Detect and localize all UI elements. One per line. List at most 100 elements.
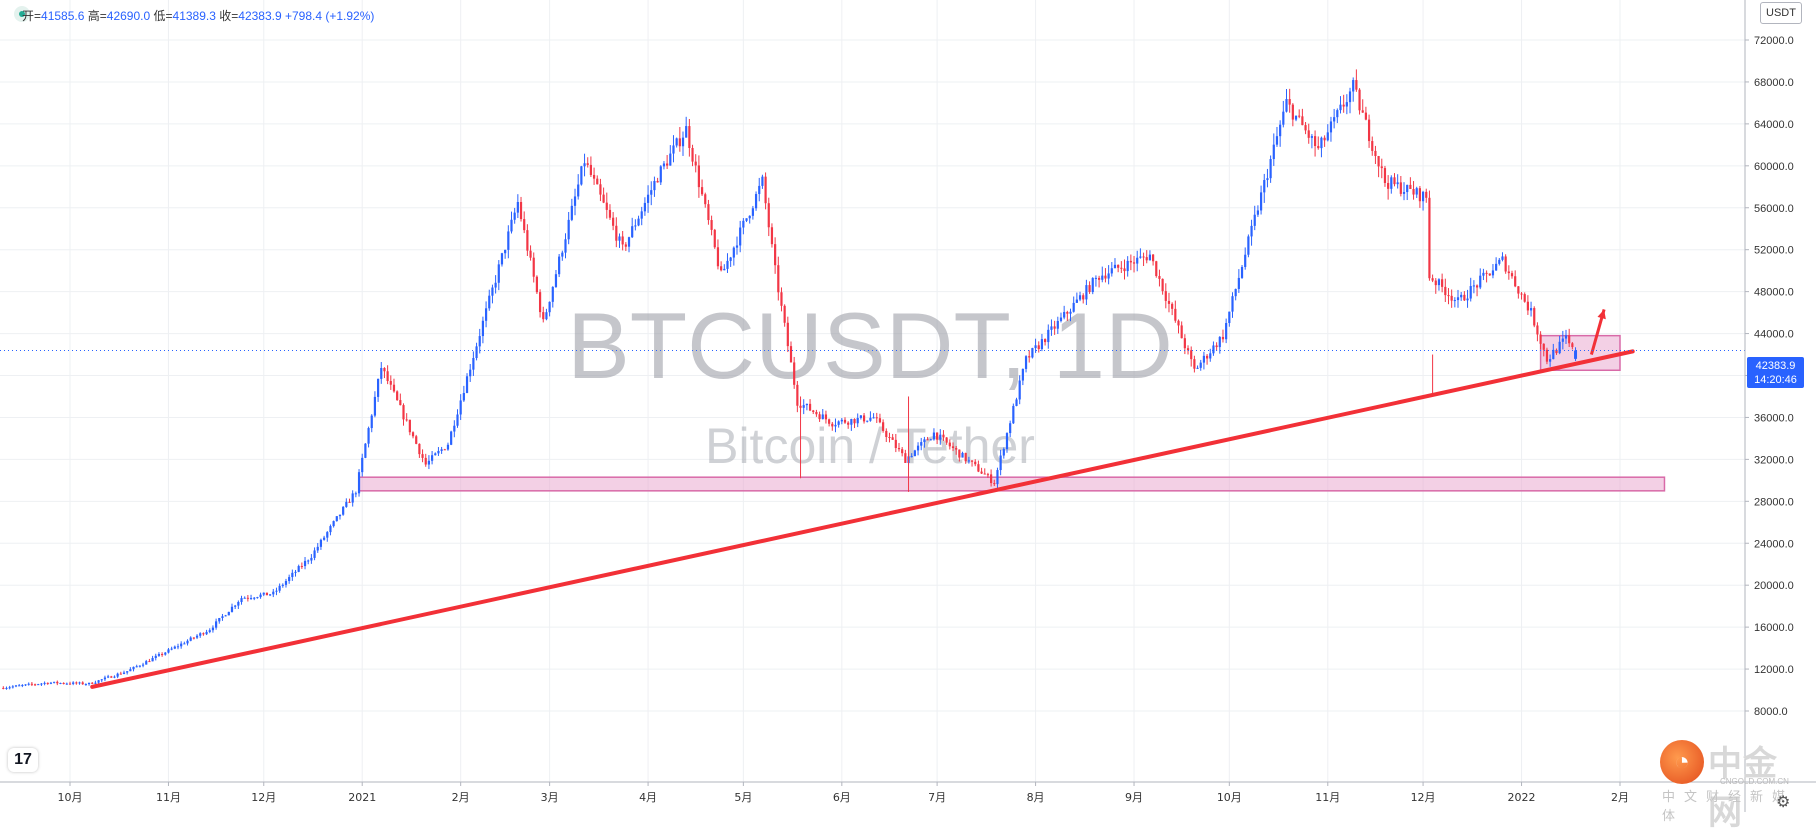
candle-body	[615, 225, 618, 241]
candle-body	[929, 439, 932, 441]
candle-body	[1552, 349, 1555, 360]
candle-body	[558, 256, 561, 275]
time-tick-label: 8月	[1027, 791, 1045, 804]
candle-body	[30, 683, 33, 685]
gear-icon[interactable]: ⚙	[1776, 794, 1791, 811]
candle-body	[1063, 311, 1066, 318]
candle-body	[1361, 110, 1364, 113]
candle-body	[815, 411, 818, 415]
candle-body	[916, 445, 920, 451]
candle-body	[94, 682, 97, 684]
candle-body	[1091, 278, 1094, 293]
candle-body	[866, 420, 869, 422]
price-tick-label: 12000.0	[1754, 664, 1794, 676]
price-tick-label: 56000.0	[1754, 203, 1794, 215]
candle-body	[1193, 359, 1196, 369]
candle-body	[1272, 144, 1275, 160]
candle-body	[758, 185, 761, 195]
candle-body	[869, 417, 872, 421]
candle-body	[1129, 260, 1132, 263]
candle-body	[942, 434, 945, 438]
candle-body	[122, 672, 126, 674]
candle-body	[1298, 115, 1301, 117]
price-tick-label: 72000.0	[1754, 35, 1794, 47]
candle-body	[75, 682, 78, 684]
candle-body	[132, 666, 135, 670]
candle-body	[275, 590, 278, 592]
change-value: +798.4 (+1.92%)	[285, 9, 375, 23]
candle-body	[303, 560, 307, 567]
candle-body	[767, 203, 770, 228]
candle-body	[932, 432, 936, 440]
candle-body	[1263, 180, 1266, 193]
candle-body	[726, 260, 729, 269]
candle-body	[1564, 335, 1568, 339]
candle-body	[1301, 116, 1304, 126]
currency-selector[interactable]: USDT	[1760, 2, 1802, 24]
candle-body	[462, 392, 465, 401]
candle-body	[1183, 338, 1186, 349]
tradingview-logo[interactable]: 17	[8, 748, 38, 772]
candle-body	[411, 432, 415, 437]
candle-body	[189, 637, 192, 641]
candle-body	[1371, 141, 1374, 151]
price-tick-label: 44000.0	[1754, 329, 1794, 341]
candle-body	[821, 414, 824, 420]
candle-body	[230, 606, 234, 612]
price-chart[interactable]: BTCUSDT, 1D Bitcoin / Tether 8000.0 12000.0…	[0, 0, 1816, 812]
time-tick-label: 4月	[639, 791, 657, 804]
candle-body	[1488, 273, 1491, 276]
candle-body	[1367, 119, 1371, 142]
candle-body	[1040, 339, 1044, 350]
candle-body	[1333, 117, 1336, 122]
candle-body	[103, 677, 107, 680]
candle-body	[1190, 350, 1193, 360]
candle-body	[27, 683, 30, 685]
candle-body	[370, 415, 373, 429]
candle-body	[164, 652, 167, 655]
candle-body	[656, 180, 659, 183]
candle-body	[510, 219, 513, 232]
candle-body	[1117, 264, 1120, 268]
ohlc-header: 开=41585.6 高=42690.0 低=41389.3 收=42383.9 …	[22, 7, 374, 24]
candle-body	[488, 295, 491, 309]
candle-body	[1015, 399, 1018, 406]
close-label: 收=	[219, 9, 239, 23]
candle-body	[1539, 334, 1542, 344]
candle-body	[532, 257, 535, 277]
candle-body	[592, 174, 596, 179]
candle-body	[484, 308, 488, 321]
candle-body	[180, 643, 183, 647]
candle-body	[688, 126, 691, 148]
candle-body	[129, 669, 132, 672]
candle-body	[1237, 277, 1240, 289]
candle-body	[980, 471, 983, 474]
candle-body	[281, 584, 284, 586]
candle-body	[1387, 182, 1390, 189]
candle-body	[793, 362, 796, 385]
candle-body	[1294, 115, 1298, 120]
candle-body	[145, 661, 148, 665]
candle-body	[608, 209, 612, 218]
candle-body	[1082, 295, 1085, 300]
candle-body	[1202, 355, 1206, 363]
candle-body	[65, 683, 68, 685]
candle-body	[1310, 136, 1314, 138]
candle-body	[1545, 349, 1549, 362]
candle-body	[1101, 275, 1104, 280]
candle-body	[1044, 339, 1047, 343]
support-zone	[358, 476, 1666, 492]
candle-body	[945, 437, 948, 443]
candle-body	[1441, 279, 1444, 287]
candle-body	[707, 204, 710, 221]
candle-body	[183, 643, 186, 645]
low-value: 41389.3	[172, 9, 216, 23]
high-label: 高=	[87, 9, 107, 23]
candle-body	[1291, 104, 1294, 120]
candle-body	[662, 163, 666, 167]
candle-body	[1161, 278, 1164, 292]
candle-body	[1136, 257, 1139, 264]
candle-body	[1520, 293, 1523, 295]
candle-body	[14, 685, 18, 687]
candle-body	[523, 219, 526, 231]
